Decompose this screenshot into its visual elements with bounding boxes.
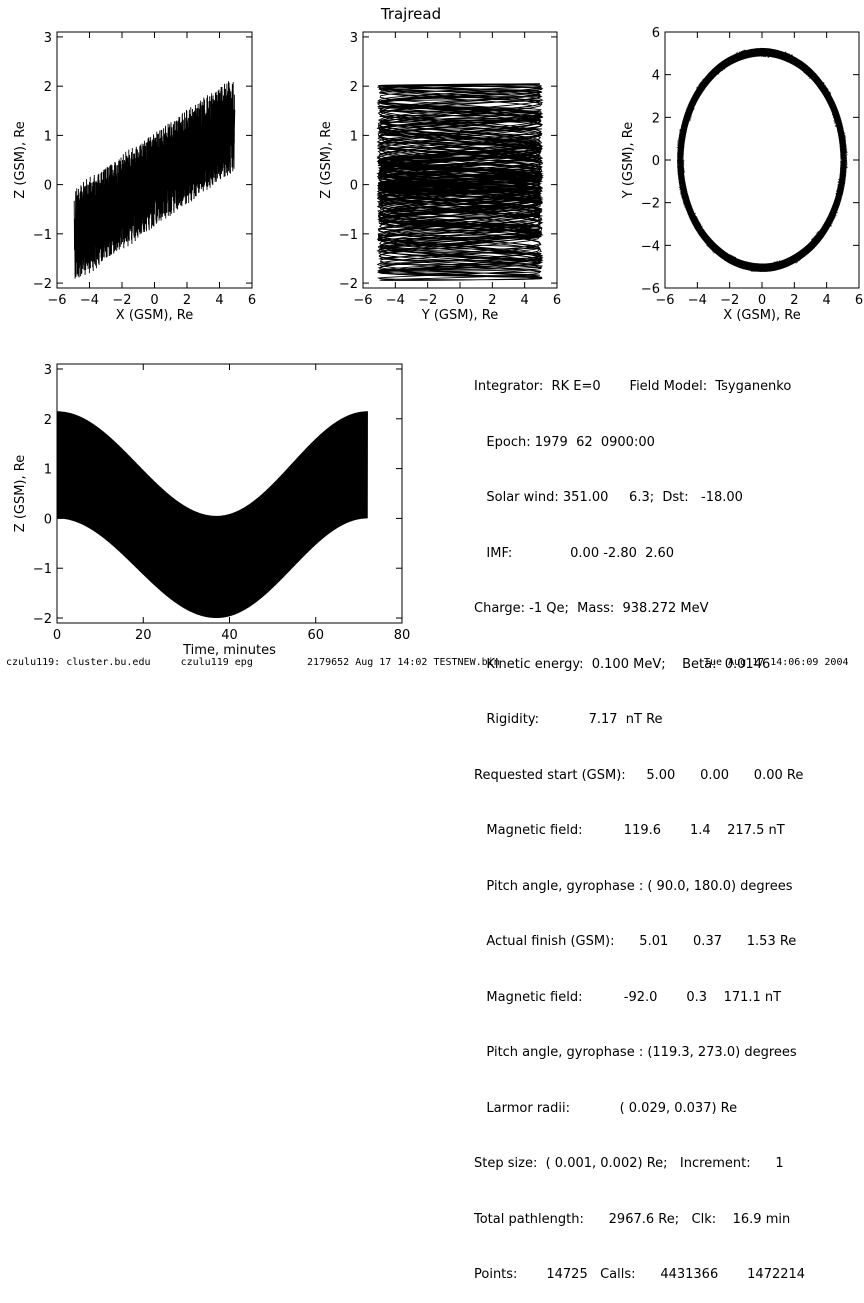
x-tick-label: 6 [248,293,256,308]
y-tick-label: −2 [33,277,52,292]
y-tick-label: 2 [44,413,52,428]
info-line: Integrator: RK E=0 Field Model: Tsyganen… [474,379,792,394]
info-line: Pitch angle, gyrophase : (119.3, 273.0) … [474,1045,797,1060]
info-line: Epoch: 1979 62 0900:00 [474,434,655,450]
x-tick-label: 6 [855,293,863,308]
y-tick-label: −1 [33,562,52,577]
x-tick-label: −4 [80,293,99,308]
y-tick-label: −2 [33,612,52,627]
y-tick-label: −4 [641,239,660,254]
x-tick-label: 4 [215,293,223,308]
x-tick-label: −6 [353,293,372,308]
plot-frame [664,31,860,289]
info-line: Solar wind: 351.00 6.3; Dst: -18.00 [474,490,743,505]
x-tick-label: 6 [553,293,561,308]
x-tick-label: 0 [758,293,766,308]
x-tick-label: −4 [386,293,405,308]
y-tick-label: 0 [44,179,52,194]
x-tick-label: −2 [418,293,437,308]
y-tick-label: 3 [44,363,52,378]
x-tick-label: 80 [394,628,411,643]
info-line: Magnetic field: 119.6 1.4 217.5 nT [474,823,785,838]
footer-right: Tue Aug 17 14:06:09 2004 [704,657,849,668]
x-tick-label: 4 [521,293,529,308]
x-axis-label: Y (GSM), Re [421,308,498,323]
panel-top-right: −6 −4 −2 0 2 4 6 −6 −4 −2 0 2 4 6 X (GSM), Re Y (GSM), … [621,26,863,323]
info-line: IMF: 0.00 -2.80 2.60 [474,545,675,561]
y-axis-label: Z (GSM), Re [13,455,28,532]
y-tick-label: 6 [652,26,660,41]
x-tick-label: −6 [655,293,674,308]
y-tick-label: 2 [44,80,52,95]
x-axis-label: X (GSM), Re [116,308,193,323]
trajectory-yz [376,83,545,281]
x-tick-label: 60 [307,628,324,643]
y-tick-label: 1 [350,129,358,144]
y-tick-label: 3 [350,31,358,46]
x-axis-label: Time, minutes [182,643,276,658]
y-tick-label: 3 [44,31,52,46]
y-axis-label: Z (GSM), Re [13,121,28,198]
y-tick-label: 0 [652,154,660,169]
y-tick-label: −1 [33,228,52,243]
y-tick-label: 0 [350,179,358,194]
x-tick-label: −6 [47,293,66,308]
info-line: Actual finish (GSM): 5.01 0.37 1.53 Re [474,934,797,949]
x-tick-label: 2 [790,293,798,308]
y-axis-label: Z (GSM), Re [319,121,334,198]
x-tick-label: 4 [823,293,831,308]
y-tick-label: 2 [350,80,358,95]
info-line: Requested start (GSM): 5.00 0.00 0.00 Re [474,767,804,783]
x-tick-label: −4 [688,293,707,308]
panel-bottom-left: 0 20 40 60 80 −2 −1 0 1 2 3 Time, minutes Z (GSM), R… [13,363,410,658]
x-axis-label: X (GSM), Re [723,308,800,323]
info-line: Step size: ( 0.001, 0.002) Re; Increment… [474,1156,784,1171]
y-tick-label: −2 [641,197,660,212]
chart-title: Trajread [380,5,441,23]
info-line: Pitch angle, gyrophase : ( 90.0, 180.0) … [474,878,793,894]
info-line: Charge: -1 Qe; Mass: 938.272 MeV [474,601,709,616]
footer-left: czulu119: cluster.bu.edu czulu119 epg 21… [6,657,500,668]
x-tick-label: −2 [720,293,739,308]
info-line: Magnetic field: -92.0 0.3 171.1 nT [474,989,782,1005]
x-tick-label: 0 [53,628,61,643]
y-tick-label: 1 [44,463,52,478]
panel-top-left: −6 −4 −2 0 2 4 6 −2 −1 0 1 2 3 X (GSM), Re Z (GSM), Re [13,31,256,323]
info-line: Rigidity: 7.17 nT Re [474,712,663,727]
info-line: Points: 14725 Calls: 4431366 1472214 [474,1267,806,1282]
x-tick-label: 40 [221,628,238,643]
x-tick-label: 0 [456,293,464,308]
trajectory-xy [676,47,849,273]
y-tick-label: 2 [652,111,660,126]
y-tick-label: −6 [641,282,660,297]
y-tick-label: −2 [339,277,358,292]
run-parameters-panel: Integrator: RK E=0 Field Model: Tsyganen… [474,341,864,1303]
info-line: Larmor radii: ( 0.029, 0.037) Re [474,1100,738,1116]
trajectory-xz [73,81,236,279]
x-tick-label: 0 [150,293,158,308]
x-tick-label: 20 [135,628,152,643]
y-tick-label: −1 [339,228,358,243]
y-tick-label: 1 [44,129,52,144]
y-tick-label: 4 [652,69,660,84]
y-tick-label: 0 [44,512,52,527]
x-tick-label: 2 [183,293,191,308]
panel-top-middle: −6 −4 −2 0 2 4 6 −2 −1 0 1 2 3 Y (GSM), Re Z (GSM), Re [319,31,561,323]
trajectory-z-time [56,411,368,619]
info-line: Kinetic energy: 0.100 MeV; Beta: 0.0146 [474,656,771,672]
info-line: Total pathlength: 2967.6 Re; Clk: 16.9 m… [474,1211,791,1227]
y-axis-label: Y (GSM), Re [621,122,636,199]
x-tick-label: −2 [112,293,131,308]
x-tick-label: 2 [488,293,496,308]
